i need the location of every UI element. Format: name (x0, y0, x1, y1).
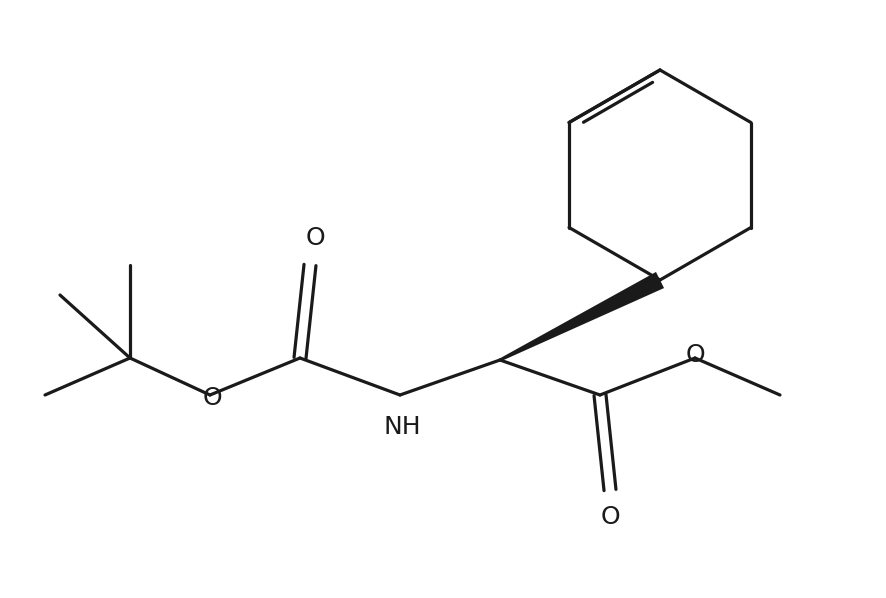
Text: O: O (600, 505, 620, 529)
Text: O: O (685, 343, 704, 367)
Text: O: O (305, 226, 325, 250)
Text: O: O (202, 386, 222, 410)
Text: NH: NH (383, 415, 421, 439)
Polygon shape (500, 272, 664, 361)
